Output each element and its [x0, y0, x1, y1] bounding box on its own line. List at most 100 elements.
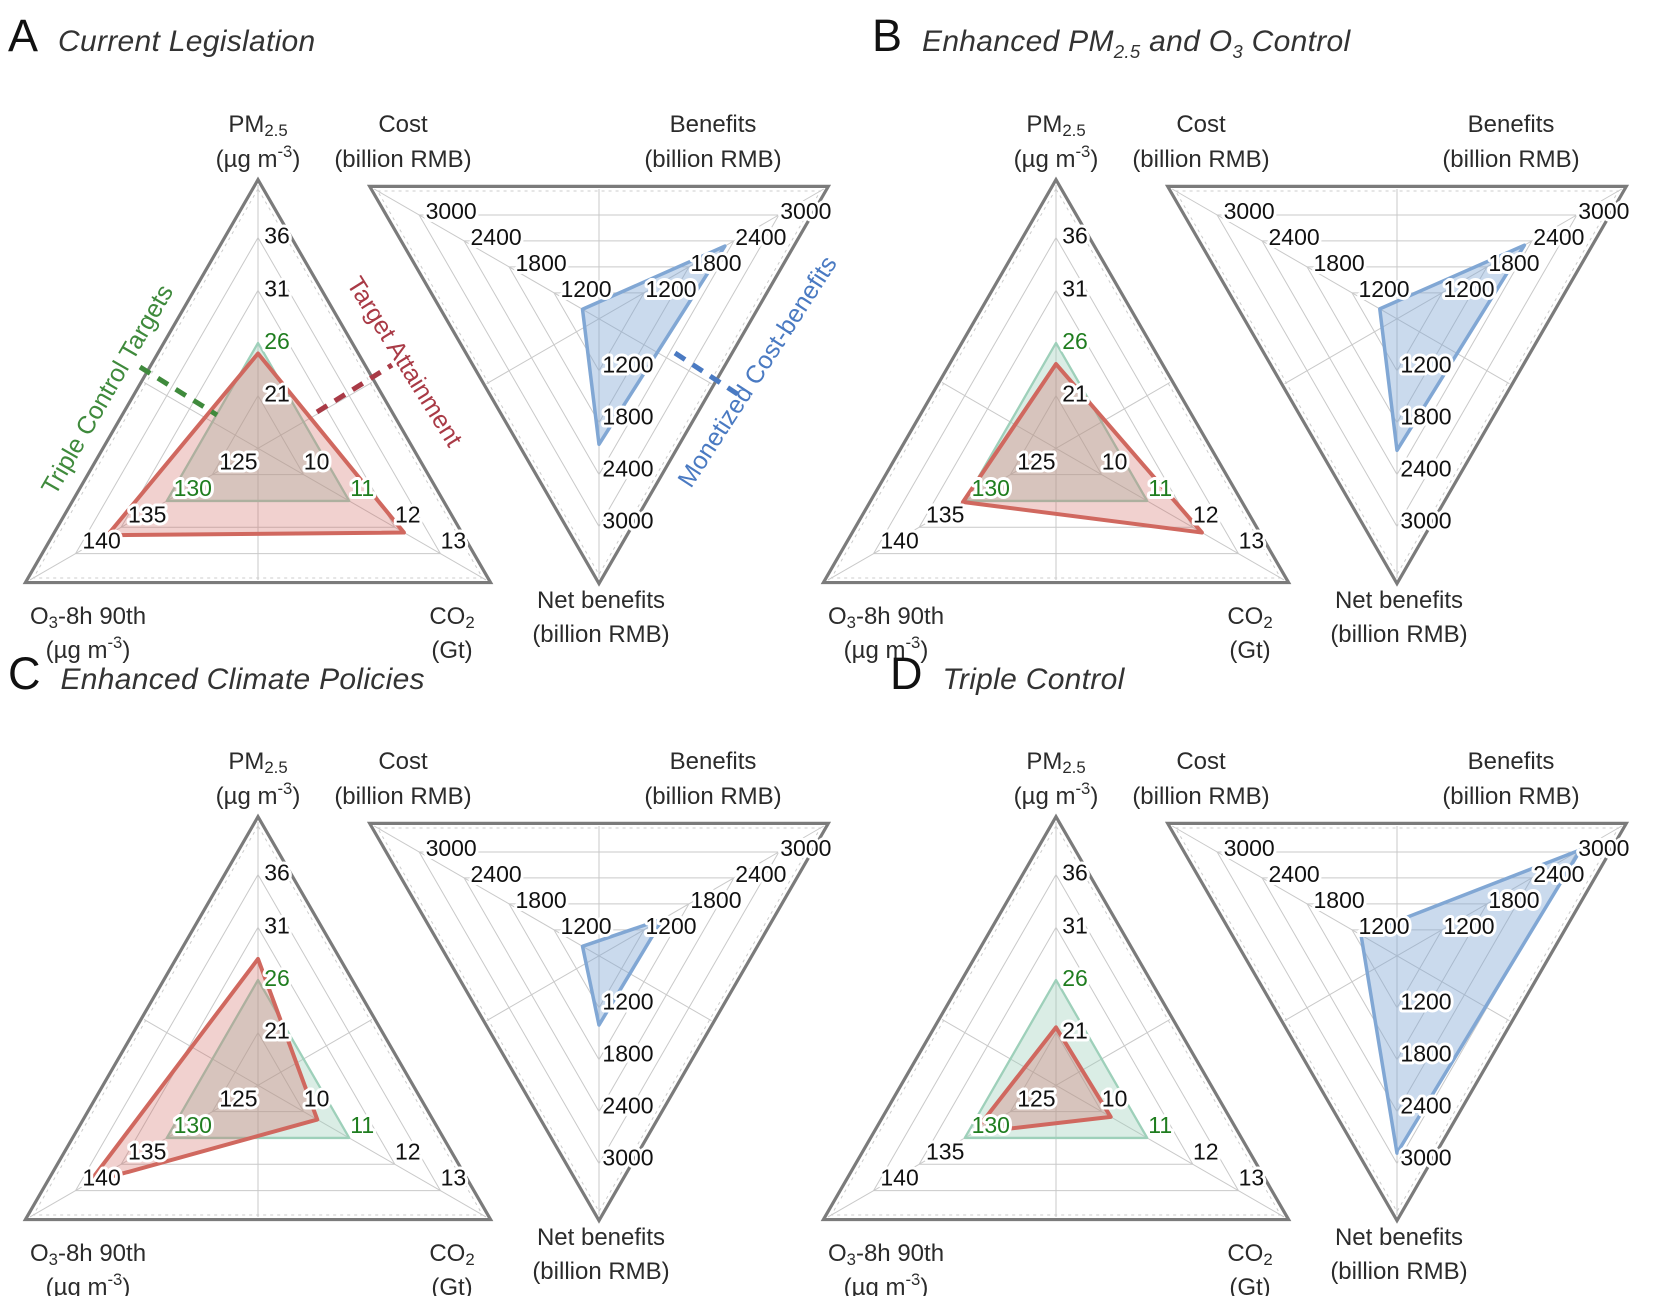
tick-pm25-21: 21 [264, 1018, 290, 1044]
axis-unit-net: (billion RMB) [532, 1258, 669, 1285]
series-cost_benefit [580, 244, 727, 447]
axis-unit-co2: (Gt) [431, 637, 472, 664]
tick-cost-2400: 2400 [471, 861, 522, 887]
series-attainment [105, 351, 406, 538]
tick-cost-1800: 1800 [515, 887, 566, 913]
tick-benefits-2400: 2400 [1533, 861, 1584, 887]
tick-net-2400: 2400 [1400, 456, 1451, 482]
tick-o3-140: 140 [880, 1165, 918, 1191]
tick-co2-10: 10 [1102, 1086, 1128, 1112]
tick-benefits-1800: 1800 [690, 887, 741, 913]
tick-o3-125: 125 [1017, 1086, 1055, 1112]
tick-cost-1800: 1800 [1313, 887, 1364, 913]
tick-o3-135: 135 [128, 1138, 166, 1164]
axis-unit-pm25: (µg m-3) [216, 142, 301, 173]
series-attainment [87, 956, 320, 1185]
tick-labels: 3000240018001200300024001800120012001800… [1221, 195, 1633, 537]
tick-o3-130: 130 [174, 1112, 212, 1138]
tick-net-1200: 1200 [602, 352, 653, 378]
axis-unit-co2: (Gt) [431, 1274, 472, 1296]
tick-pm25-31: 31 [1062, 912, 1088, 938]
axis-label-co2: CO2 [429, 1240, 474, 1269]
legend-pointer-cost_benefit [673, 350, 744, 400]
tick-pm25-36: 36 [1062, 223, 1088, 249]
axis-unit-net: (billion RMB) [1330, 621, 1467, 648]
tick-benefits-1200: 1200 [645, 913, 696, 939]
tick-pm25-21: 21 [1062, 381, 1088, 407]
tick-co2-10: 10 [304, 1086, 330, 1112]
tick-pm25-26: 26 [264, 965, 290, 991]
tick-co2-12: 12 [1193, 1138, 1219, 1164]
axis-unit-cost: (billion RMB) [1132, 783, 1269, 810]
axis-label-benefits: Benefits [670, 748, 757, 775]
tick-o3-125: 125 [219, 1086, 257, 1112]
tick-labels: 3000240018001200300024001800120012001800… [423, 195, 835, 537]
axis-unit-benefits: (billion RMB) [644, 146, 781, 173]
series-cost_benefit [1378, 243, 1527, 453]
axis-label-benefits: Benefits [670, 111, 757, 138]
tick-net-2400: 2400 [1400, 1093, 1451, 1119]
tick-cost-3000: 3000 [426, 198, 477, 224]
axis-unit-pm25: (µg m-3) [1014, 779, 1099, 810]
tick-benefits-1800: 1800 [1488, 250, 1539, 276]
tick-cost-1200: 1200 [1358, 276, 1409, 302]
axis-label-o3: O3-8h 90th [828, 1240, 944, 1269]
tick-benefits-1800: 1800 [690, 250, 741, 276]
axis-label-pm25: PM2.5 [228, 111, 287, 140]
tick-o3-130: 130 [174, 475, 212, 501]
tick-cost-2400: 2400 [1269, 861, 1320, 887]
axis-label-co2: CO2 [1227, 1240, 1272, 1269]
tick-pm25-21: 21 [264, 381, 290, 407]
series-targets [165, 341, 351, 503]
legend-pointer-targets [138, 364, 219, 418]
axis-label-pm25: PM2.5 [1026, 111, 1085, 140]
tick-benefits-1800: 1800 [1488, 887, 1539, 913]
tick-labels: 3000240018001200300024001800120012001800… [1221, 832, 1633, 1174]
panel-c-title-text: Enhanced Climate Policies [60, 663, 425, 696]
panel-c-letter: C [8, 648, 41, 699]
axis-unit-o3: (µg m-3) [46, 1270, 131, 1296]
axis-label-cost: Cost [1176, 111, 1226, 138]
tick-net-1800: 1800 [602, 404, 653, 430]
tick-net-2400: 2400 [602, 1093, 653, 1119]
axis-label-cost: Cost [378, 748, 428, 775]
tick-co2-10: 10 [304, 449, 330, 475]
axis-label-o3: O3-8h 90th [30, 1240, 146, 1269]
tick-co2-11: 11 [350, 475, 374, 501]
tick-cost-1200: 1200 [560, 913, 611, 939]
axis-unit-co2: (Gt) [1229, 637, 1270, 664]
tick-benefits-1200: 1200 [645, 276, 696, 302]
tick-cost-1800: 1800 [515, 250, 566, 276]
tick-labels: 36 31 26 21 140 135 130 125 13 12 11 10 [877, 220, 1267, 557]
tick-benefits-3000: 3000 [1578, 835, 1629, 861]
tick-cost-2400: 2400 [1269, 224, 1320, 250]
radar-grid [366, 821, 832, 1224]
axis-label-co2: CO2 [1227, 603, 1272, 632]
tick-labels: 36 31 26 21 140 135 130 125 13 12 11 10 [877, 857, 1267, 1194]
legend-pointer-attainment [315, 362, 394, 415]
axis-unit-o3: (µg m-3) [46, 633, 131, 664]
tick-pm25-31: 31 [264, 912, 290, 938]
tick-pm25-21: 21 [1062, 1018, 1088, 1044]
tick-benefits-2400: 2400 [1533, 224, 1584, 250]
axis-label-net: Net benefits [537, 587, 665, 614]
tick-pm25-26: 26 [1062, 965, 1088, 991]
tick-co2-10: 10 [1102, 449, 1128, 475]
axis-label-benefits: Benefits [1468, 748, 1555, 775]
radar-grid [1164, 184, 1630, 587]
series-cost_benefit [1359, 848, 1583, 1155]
axis-label-o3: O3-8h 90th [828, 603, 944, 632]
tick-cost-3000: 3000 [1224, 835, 1275, 861]
radar-grid [820, 813, 1292, 1222]
tick-pm25-36: 36 [264, 860, 290, 886]
tick-co2-13: 13 [441, 1165, 467, 1191]
tick-benefits-2400: 2400 [735, 224, 786, 250]
panel-b-title: B Enhanced PM2.5 and O3 Control [872, 10, 1351, 63]
tick-net-1800: 1800 [602, 1041, 653, 1067]
series-targets [963, 341, 1149, 503]
tick-net-1800: 1800 [1400, 1041, 1451, 1067]
